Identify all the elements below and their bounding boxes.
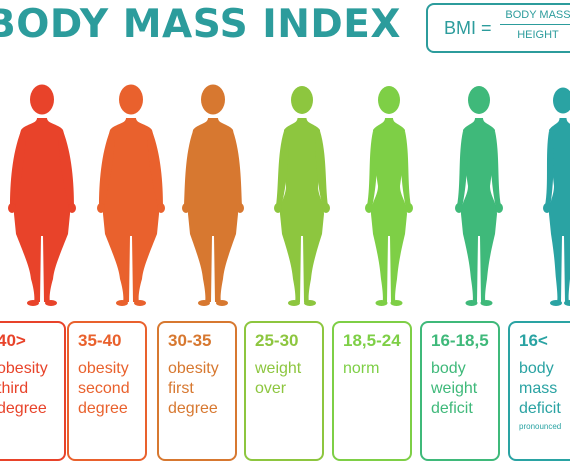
formula-denominator: HEIGHT bbox=[517, 29, 559, 41]
bmi-description: norm bbox=[343, 360, 380, 377]
bmi-note: pronounced bbox=[519, 422, 562, 431]
bmi-description: body mass deficit bbox=[519, 360, 561, 417]
bmi-card-7: 16< body mass deficit pronounced bbox=[508, 321, 570, 461]
body-silhouette-7 bbox=[508, 74, 570, 308]
bmi-card-6: 16-18,5 body weight deficit bbox=[420, 321, 500, 461]
bmi-card-1: 40> obesity third degree bbox=[0, 321, 66, 461]
formula-fraction: BODY MASS HEIGHT bbox=[500, 9, 570, 41]
body-silhouette-3 bbox=[158, 74, 268, 308]
bmi-range: 35-40 bbox=[78, 331, 122, 350]
bmi-description: body weight deficit bbox=[431, 360, 478, 417]
bmi-range: 16-18,5 bbox=[431, 331, 489, 350]
bmi-description: obesity first degree bbox=[168, 360, 219, 417]
bmi-description: obesity second degree bbox=[78, 360, 130, 417]
bmi-card-3: 30-35 obesity first degree bbox=[157, 321, 237, 461]
bmi-range: 25-30 bbox=[255, 331, 299, 350]
formula-lhs: BMI = bbox=[444, 18, 492, 38]
bmi-range: 40> bbox=[0, 331, 26, 350]
bmi-formula-box: BMI = BODY MASS HEIGHT bbox=[426, 3, 570, 53]
page-title: BODY MASS INDEX bbox=[0, 2, 401, 47]
bmi-card-4: 25-30 weight over bbox=[244, 321, 324, 461]
bmi-card-5: 18,5-24 norm bbox=[332, 321, 412, 461]
bmi-range: 30-35 bbox=[168, 331, 212, 350]
formula-numerator: BODY MASS bbox=[500, 9, 570, 25]
body-silhouette-6 bbox=[424, 74, 534, 308]
bmi-description: weight over bbox=[255, 360, 302, 397]
bmi-description: obesity third degree bbox=[0, 360, 48, 417]
bmi-range: 18,5-24 bbox=[343, 331, 401, 350]
body-silhouette-2 bbox=[76, 74, 186, 308]
body-silhouette-4 bbox=[247, 74, 357, 308]
bmi-range: 16< bbox=[519, 331, 548, 350]
body-silhouette-1 bbox=[0, 74, 97, 308]
bmi-card-2: 35-40 obesity second degree bbox=[67, 321, 147, 461]
body-silhouette-5 bbox=[334, 74, 444, 308]
